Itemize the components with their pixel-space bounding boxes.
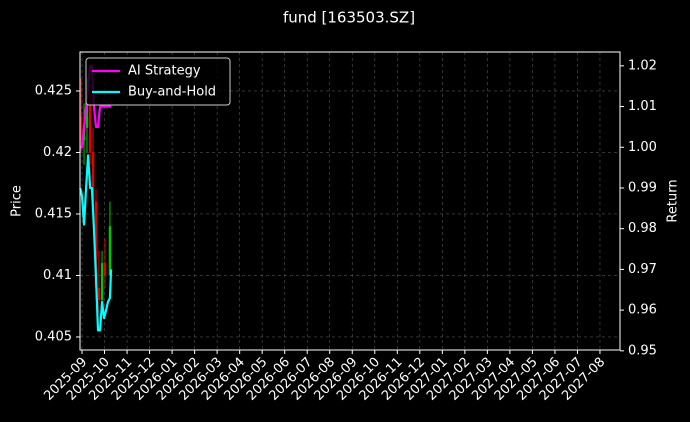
y-tick-label: 0.425 [35,83,72,98]
line-series [79,154,113,332]
candle-body [88,103,92,153]
y2-tick-label: 1.01 [628,99,657,114]
y-tick-label: 0.41 [43,268,72,283]
candle-body [91,152,95,202]
legend: AI Strategy Buy-and-Hold [85,57,231,106]
y-tick-label: 0.42 [43,145,72,160]
y-tick-label: 0.415 [35,206,72,221]
legend-box [85,57,231,106]
candle-body [100,263,104,301]
y2-axis-label: Return [666,179,681,222]
chart-title: fund [163503.SZ] [283,9,415,27]
candle-body [103,263,107,276]
y2-tick-label: 0.96 [628,303,657,318]
line-series [80,64,112,149]
y2-tick-label: 0.97 [628,262,657,277]
candle-body [97,287,101,301]
legend-label: Buy-and-Hold [128,85,216,100]
y2-tick-label: 1.00 [628,140,657,155]
y-tick-label: 0.405 [35,329,72,344]
candle-body [94,201,98,288]
candle-body [79,115,83,141]
y2-tick-label: 1.02 [628,58,657,73]
plot-frame [79,51,621,351]
legend-label: AI Strategy [128,64,201,79]
y2-tick-label: 0.95 [628,343,657,358]
y-axis-label: Price [10,185,25,217]
candle-body [85,103,89,128]
candle-body [108,226,112,276]
y2-tick-label: 0.98 [628,221,657,236]
y2-tick-label: 0.99 [628,180,657,195]
